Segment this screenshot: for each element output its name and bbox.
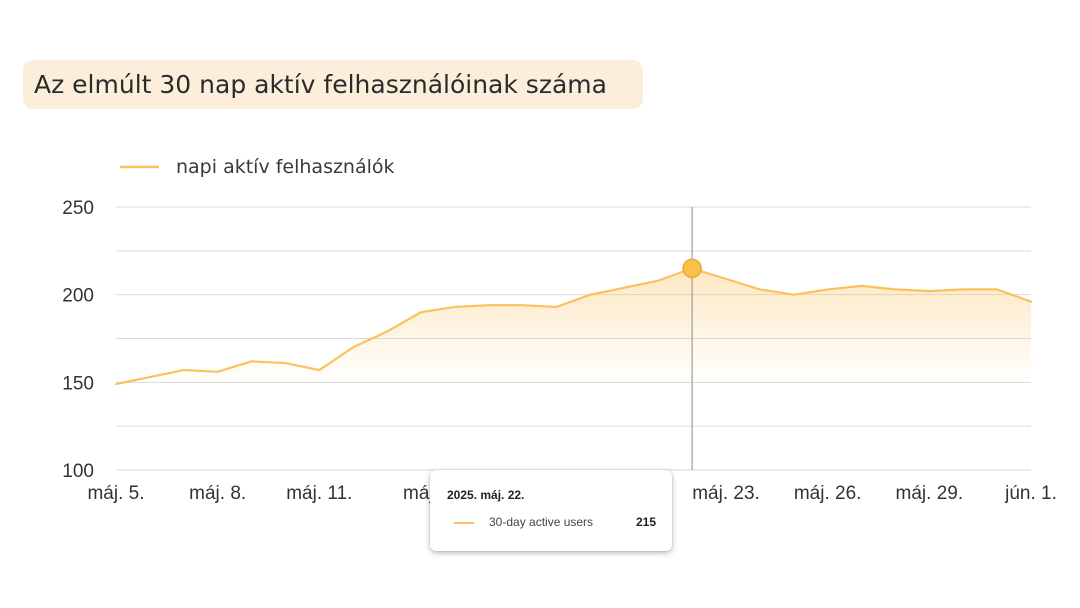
hover-tooltip: 2025. máj. 22. 30-day active users 215 [430, 470, 672, 551]
y-tick-label: 150 [62, 373, 94, 394]
area-layer [116, 268, 1031, 385]
x-tick-label: máj. 5. [87, 483, 144, 504]
x-tick-label: máj. 11. [286, 483, 352, 504]
tooltip-series-swatch [454, 522, 474, 524]
tooltip-series-label: 30-day active users [489, 515, 594, 529]
series-line [114, 267, 1033, 386]
series-area [116, 268, 1031, 385]
x-tick-label: jún. 1. [1004, 483, 1057, 504]
line-layer [114, 267, 1033, 386]
x-tick-label: máj. [403, 483, 439, 504]
x-axis-ticks: máj. 5. máj. 8. máj. 11. máj. máj. 23. máj. 2… [87, 483, 1056, 504]
marker-layer [682, 258, 702, 279]
x-tick-label: máj. 26. [794, 483, 862, 504]
chart-title: Az elmúlt 30 nap aktív felhasználóinak s… [23, 60, 643, 109]
x-tick-label: máj. 23. [692, 483, 760, 504]
y-axis-ticks: 100 150 200 250 [62, 198, 94, 482]
x-tick-label: máj. 29. [896, 483, 964, 504]
y-tick-label: 100 [62, 461, 94, 482]
highlighted-point[interactable] [682, 258, 702, 279]
legend[interactable]: napi aktív felhasználók [120, 156, 395, 178]
x-tick-label: máj. 8. [189, 483, 246, 504]
tooltip-value: 215 [635, 515, 656, 529]
tooltip-date: 2025. máj. 22. [447, 488, 525, 502]
y-tick-label: 250 [62, 198, 94, 219]
legend-label: napi aktív felhasználók [176, 156, 395, 178]
y-tick-label: 200 [62, 286, 94, 307]
